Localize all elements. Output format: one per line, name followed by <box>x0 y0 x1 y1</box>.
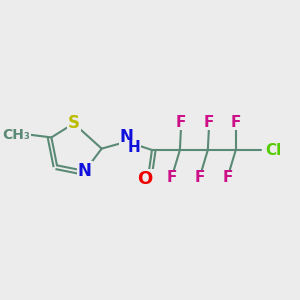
Text: Cl: Cl <box>265 142 281 158</box>
Text: F: F <box>231 115 241 130</box>
Text: O: O <box>137 170 153 188</box>
Text: F: F <box>194 170 205 185</box>
Text: S: S <box>68 115 80 133</box>
Text: F: F <box>166 170 177 185</box>
Text: F: F <box>176 115 187 130</box>
Text: F: F <box>204 115 214 130</box>
Text: N: N <box>120 128 134 146</box>
Text: F: F <box>222 170 233 185</box>
Text: N: N <box>78 162 92 180</box>
Text: CH₃: CH₃ <box>3 128 30 142</box>
Text: H: H <box>128 140 140 155</box>
